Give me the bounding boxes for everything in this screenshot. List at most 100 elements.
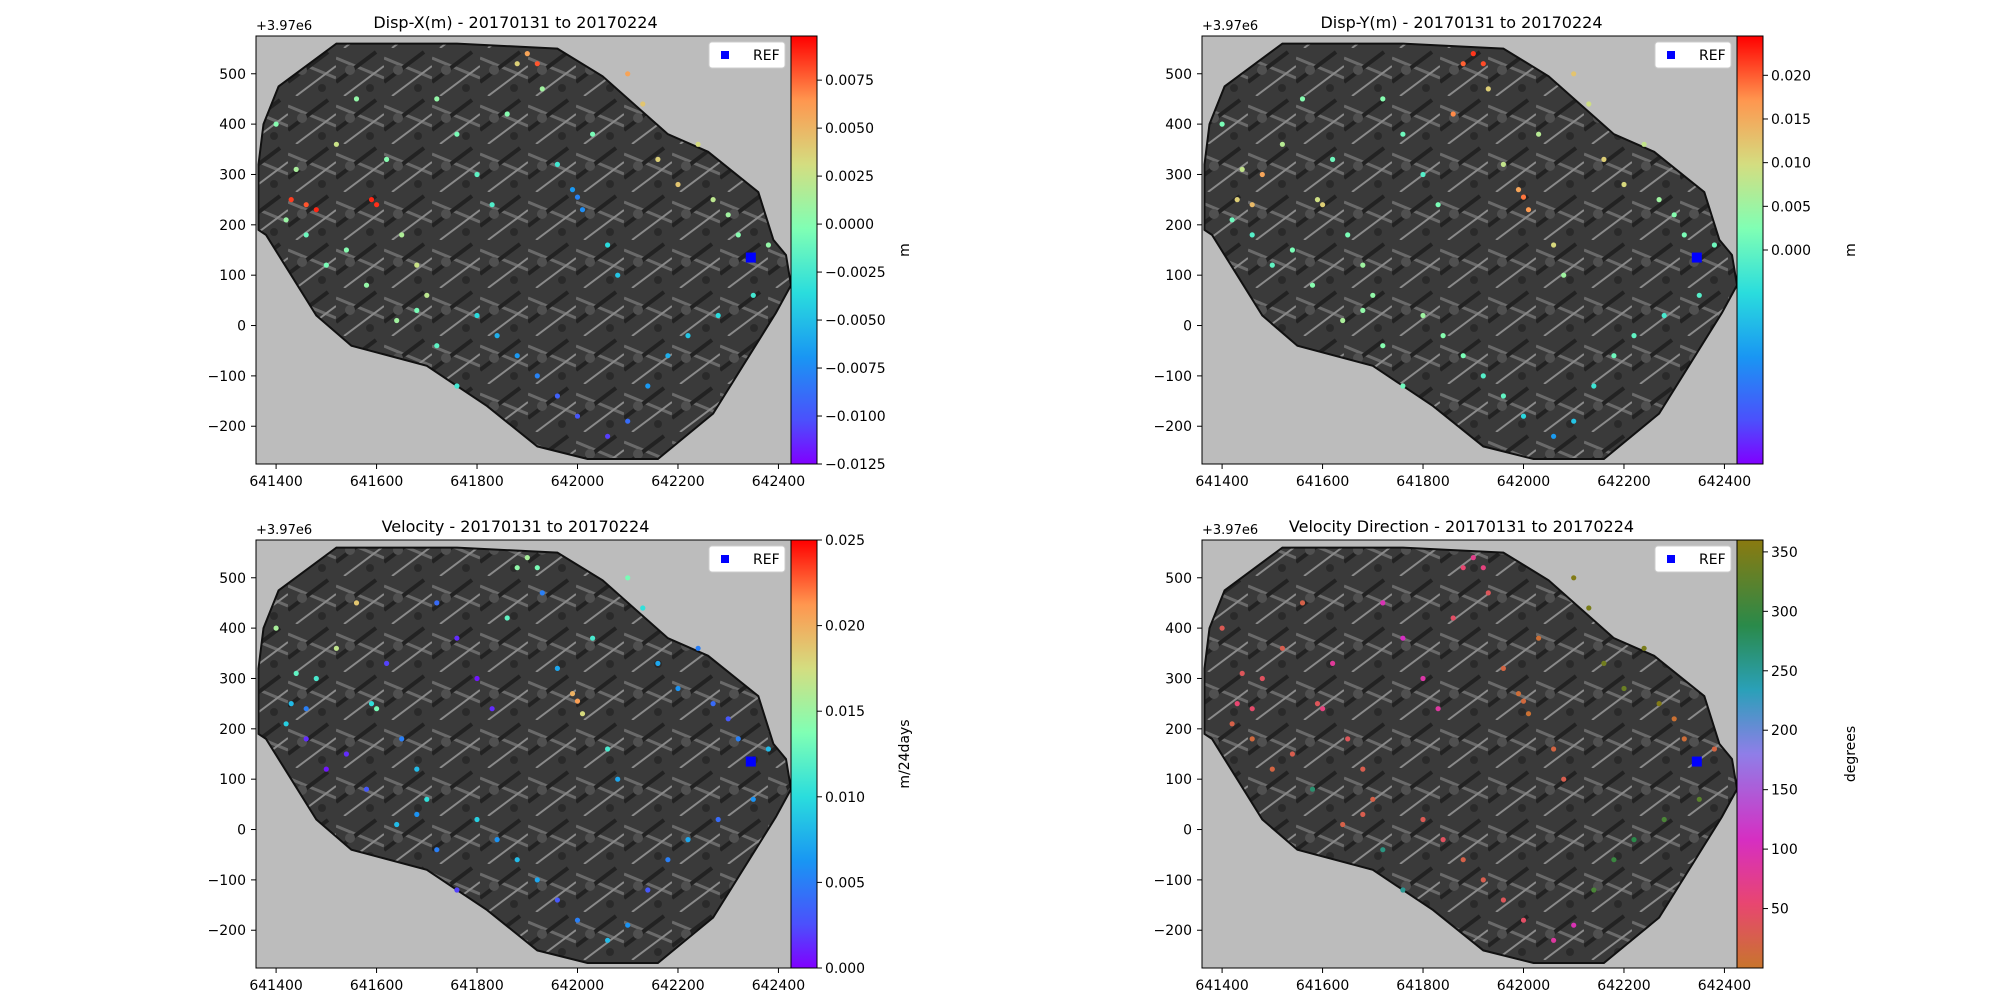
data-point [765, 242, 772, 248]
scatter-points [1219, 555, 1717, 943]
colorbar-tick-label: 0.0000 [825, 217, 874, 233]
data-point [1420, 816, 1426, 823]
data-point [1219, 121, 1225, 127]
data-point [1536, 635, 1542, 641]
y-tick-label: 100 [1165, 268, 1192, 284]
y-tick-label: −200 [208, 419, 246, 435]
data-point [675, 685, 681, 692]
colorbar-tick-label: 0.010 [825, 790, 865, 806]
data-point [1239, 670, 1245, 677]
data-point [293, 670, 299, 677]
data-point [323, 766, 329, 772]
x-tick-label: 642000 [551, 978, 604, 994]
data-point [283, 217, 289, 223]
chart-title: Velocity Direction - 20170131 to 2017022… [1289, 517, 1634, 536]
data-point [343, 751, 349, 757]
data-point [590, 131, 596, 137]
data-point [665, 353, 671, 359]
data-point [1696, 292, 1702, 298]
data-point [725, 716, 731, 722]
data-point [1631, 333, 1637, 339]
data-point [1289, 751, 1295, 757]
data-point [1249, 202, 1255, 208]
data-point [605, 242, 611, 248]
colorbar-tick-label: 0.0025 [825, 169, 874, 185]
ref-marker [745, 756, 756, 767]
data-point [333, 645, 339, 651]
data-point [1299, 600, 1306, 606]
y-tick-label: 0 [1183, 823, 1192, 839]
data-point [1435, 202, 1441, 208]
data-point [333, 141, 339, 147]
data-point [1420, 171, 1426, 178]
data-point [524, 51, 530, 57]
hillshade-map [1203, 546, 1739, 964]
data-point [1289, 247, 1295, 253]
y-tick-label: −100 [208, 369, 246, 385]
x-tick-label: 641600 [1296, 978, 1349, 994]
data-point [590, 635, 596, 641]
data-point [454, 887, 460, 893]
data-point [1279, 645, 1285, 651]
data-point [1360, 262, 1366, 268]
data-point [1279, 141, 1285, 147]
data-point [394, 317, 400, 324]
data-point [1485, 590, 1491, 596]
data-point [454, 383, 460, 389]
data-point [735, 232, 741, 238]
data-point [750, 292, 756, 298]
data-point [1340, 821, 1346, 828]
ref-marker [745, 252, 756, 263]
data-point [1259, 675, 1265, 682]
legend-marker [1667, 555, 1675, 563]
x-tick-label: 641400 [1195, 474, 1248, 490]
data-point [374, 202, 380, 208]
data-point [394, 821, 400, 828]
y-tick-label: 0 [237, 319, 246, 335]
data-point [514, 857, 520, 863]
colorbar: 0.0075 0.0050 0.0025 0.0000 −0.0025 −0.0050 −0… [790, 35, 913, 473]
data-point [1671, 716, 1677, 722]
data-point [1320, 202, 1326, 208]
data-point [1591, 383, 1597, 389]
colorbar-tick-label: 0.020 [1771, 68, 1811, 84]
data-point [1520, 413, 1527, 419]
colorbar-tick-label: 150 [1771, 783, 1798, 799]
data-point [414, 766, 420, 772]
legend-label: REF [1699, 48, 1726, 64]
colorbar-tick-label: 0.000 [825, 961, 865, 977]
colorbar-gradient [790, 539, 818, 969]
x-tick-label: 641800 [1396, 474, 1449, 490]
data-point [353, 600, 360, 606]
data-point [1460, 565, 1466, 571]
data-point [1480, 373, 1486, 379]
colorbar-label: degrees [1843, 726, 1859, 782]
data-point [1661, 312, 1667, 319]
data-point [554, 897, 561, 903]
legend-label: REF [753, 552, 780, 568]
y-tick-label: 300 [219, 671, 246, 687]
data-point [399, 232, 405, 238]
data-point [1571, 922, 1577, 928]
data-point [384, 156, 390, 162]
data-point [554, 161, 561, 167]
data-point [1631, 837, 1637, 843]
x-tick-label: 642200 [1597, 474, 1650, 490]
data-point [1520, 698, 1527, 704]
data-point [655, 660, 661, 667]
data-point [539, 590, 545, 596]
data-point [1320, 706, 1326, 712]
data-point [1561, 272, 1567, 278]
colorbar-tick-label: 0.025 [825, 533, 865, 549]
data-point [1229, 217, 1235, 223]
data-point [474, 171, 480, 178]
legend-marker [721, 555, 729, 563]
y-tick-label: 500 [219, 67, 246, 83]
data-point [1681, 736, 1687, 742]
data-point [1314, 197, 1321, 203]
y-tick-label: −200 [1154, 923, 1192, 939]
data-point [1420, 312, 1426, 319]
data-point [434, 600, 440, 606]
